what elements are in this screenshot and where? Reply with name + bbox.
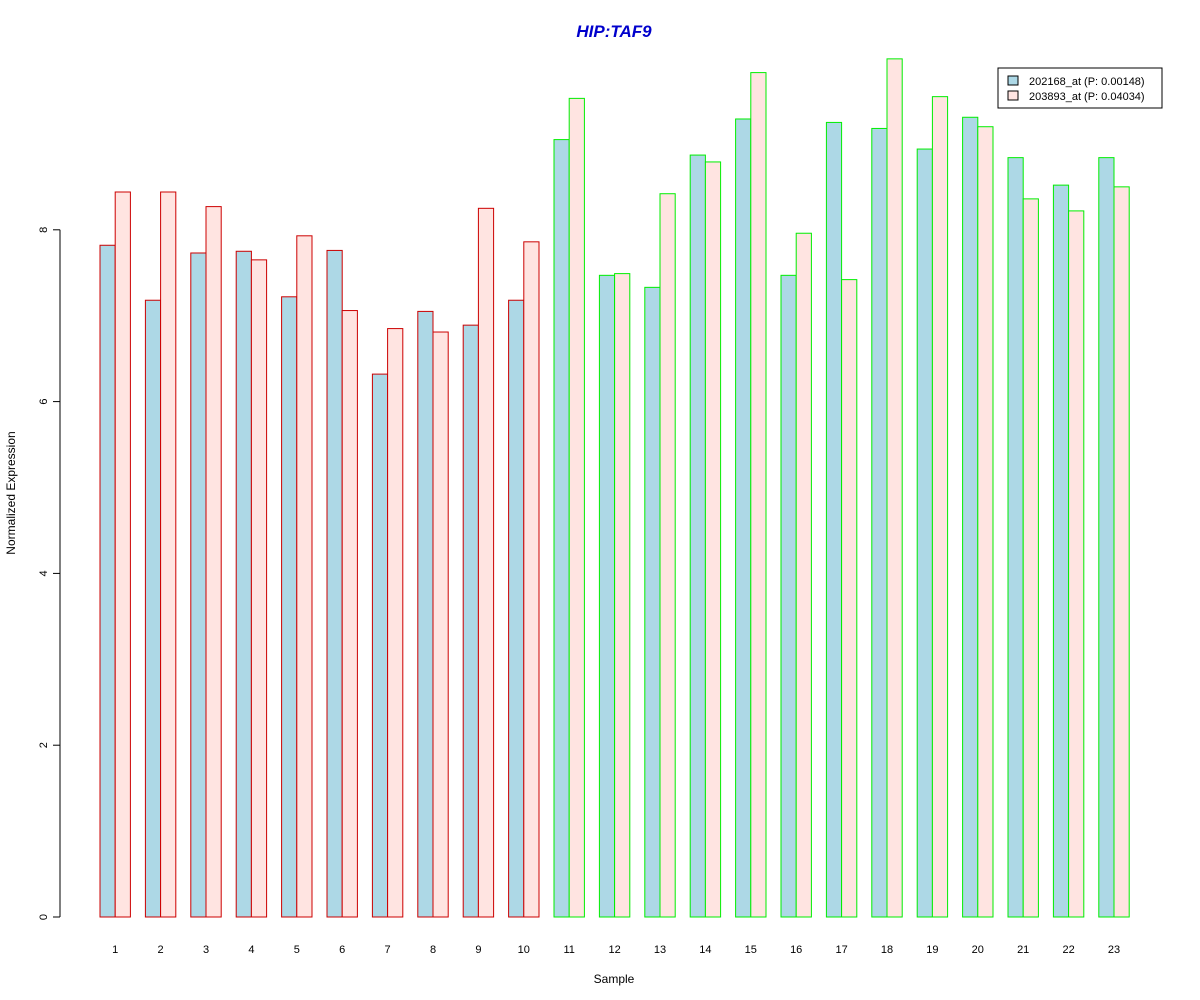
x-tick-label: 17 [835, 944, 847, 956]
legend-swatch-series-2 [1007, 90, 1019, 101]
x-tick-label: 16 [790, 944, 802, 956]
x-tick-label: 22 [1062, 944, 1074, 956]
y-tick-label: 8 [38, 227, 50, 233]
bar-sample-5-series-1 [281, 296, 298, 918]
x-tick-label: 9 [475, 944, 481, 956]
bar-sample-19-series-2 [931, 96, 949, 918]
bar-sample-17-series-1 [825, 121, 843, 918]
bar-sample-1-series-1 [99, 244, 116, 918]
x-tick-label: 1 [112, 944, 118, 956]
bar-sample-10-series-2 [523, 241, 540, 918]
bar-sample-7-series-2 [387, 328, 404, 918]
bar-sample-1-series-2 [114, 191, 131, 918]
x-tick-label: 13 [654, 944, 666, 956]
bar-sample-9-series-1 [462, 324, 479, 918]
y-axis: 0 2 4 6 8 [38, 227, 61, 920]
legend-swatch-series-1 [1007, 75, 1019, 86]
bar-sample-10-series-1 [508, 299, 525, 918]
x-tick-label: 15 [745, 944, 757, 956]
x-tick-label: 23 [1108, 944, 1120, 956]
bar-sample-20-series-1 [962, 116, 979, 918]
bar-sample-6-series-2 [341, 310, 358, 918]
bars-group [99, 58, 1130, 918]
x-tick-label: 6 [339, 944, 345, 956]
legend-box [997, 67, 1163, 109]
bar-sample-14-series-1 [689, 154, 706, 918]
bar-sample-9-series-2 [477, 207, 495, 918]
chart-title: HIP:TAF9 [576, 22, 652, 41]
y-tick-label: 0 [38, 914, 50, 920]
bar-sample-21-series-2 [1022, 198, 1039, 918]
bar-sample-3-series-2 [205, 206, 222, 918]
x-tick-label: 2 [158, 944, 164, 956]
legend-label-series-1: 202168_at (P: 0.00148) [1029, 76, 1145, 88]
bar-sample-6-series-1 [326, 249, 343, 918]
bar-sample-21-series-1 [1007, 157, 1024, 918]
bar-sample-8-series-1 [417, 310, 434, 918]
x-tick-label: 12 [608, 944, 620, 956]
bar-sample-19-series-1 [916, 148, 933, 918]
x-tick-label: 5 [294, 944, 300, 956]
x-tick-label: 10 [518, 944, 530, 956]
bar-sample-3-series-1 [190, 252, 207, 918]
x-tick-label: 21 [1017, 944, 1029, 956]
legend-label-series-2: 203893_at (P: 0.04034) [1029, 91, 1145, 103]
x-tick-label: 8 [430, 944, 436, 956]
x-tick-label: 4 [248, 944, 254, 956]
y-tick-label: 2 [38, 742, 50, 748]
x-axis-label: Sample [594, 972, 635, 986]
bar-sample-2-series-1 [144, 299, 162, 918]
bar-sample-23-series-1 [1098, 157, 1115, 918]
bar-sample-13-series-2 [659, 193, 676, 918]
y-axis-label: Normalized Expression [4, 431, 18, 554]
bar-sample-8-series-2 [432, 331, 449, 918]
y-tick-label: 6 [38, 399, 50, 405]
x-tick-label: 19 [926, 944, 938, 956]
bar-sample-14-series-2 [704, 161, 722, 918]
bar-sample-22-series-2 [1068, 210, 1085, 918]
x-tick-label: 20 [972, 944, 984, 956]
bar-sample-2-series-2 [160, 191, 177, 918]
y-tick-label: 4 [38, 570, 50, 576]
x-tick-label: 14 [699, 944, 711, 956]
bar-sample-12-series-1 [598, 274, 616, 918]
bar-sample-4-series-1 [235, 250, 252, 918]
bar-sample-11-series-1 [553, 139, 570, 918]
bar-sample-23-series-2 [1113, 186, 1130, 918]
bar-sample-5-series-2 [296, 235, 313, 918]
bar-sample-4-series-2 [250, 259, 268, 918]
x-tick-labels: 1 2 3 4 5 6 7 8 9 10 11 12 13 14 15 16 17 18 19 20 21 22 23 [112, 944, 1120, 956]
bar-sample-18-series-1 [871, 127, 888, 918]
bar-sample-20-series-2 [977, 126, 994, 918]
bar-sample-12-series-2 [614, 273, 631, 918]
bar-sample-16-series-2 [795, 232, 812, 918]
bar-sample-7-series-1 [371, 373, 389, 918]
x-tick-label: 7 [385, 944, 391, 956]
legend: 202168_at (P: 0.00148) 203893_at (P: 0.0… [997, 67, 1163, 109]
x-tick-label: 3 [203, 944, 209, 956]
x-tick-label: 18 [881, 944, 893, 956]
bar-sample-18-series-2 [886, 58, 903, 918]
x-tick-label: 11 [563, 944, 574, 956]
bar-sample-11-series-2 [568, 97, 585, 918]
bar-sample-13-series-1 [644, 286, 661, 918]
bar-sample-22-series-1 [1052, 184, 1070, 918]
bar-sample-17-series-2 [841, 279, 858, 918]
bar-sample-15-series-2 [750, 72, 767, 918]
bar-sample-15-series-1 [735, 118, 752, 918]
bar-sample-16-series-1 [780, 274, 797, 918]
